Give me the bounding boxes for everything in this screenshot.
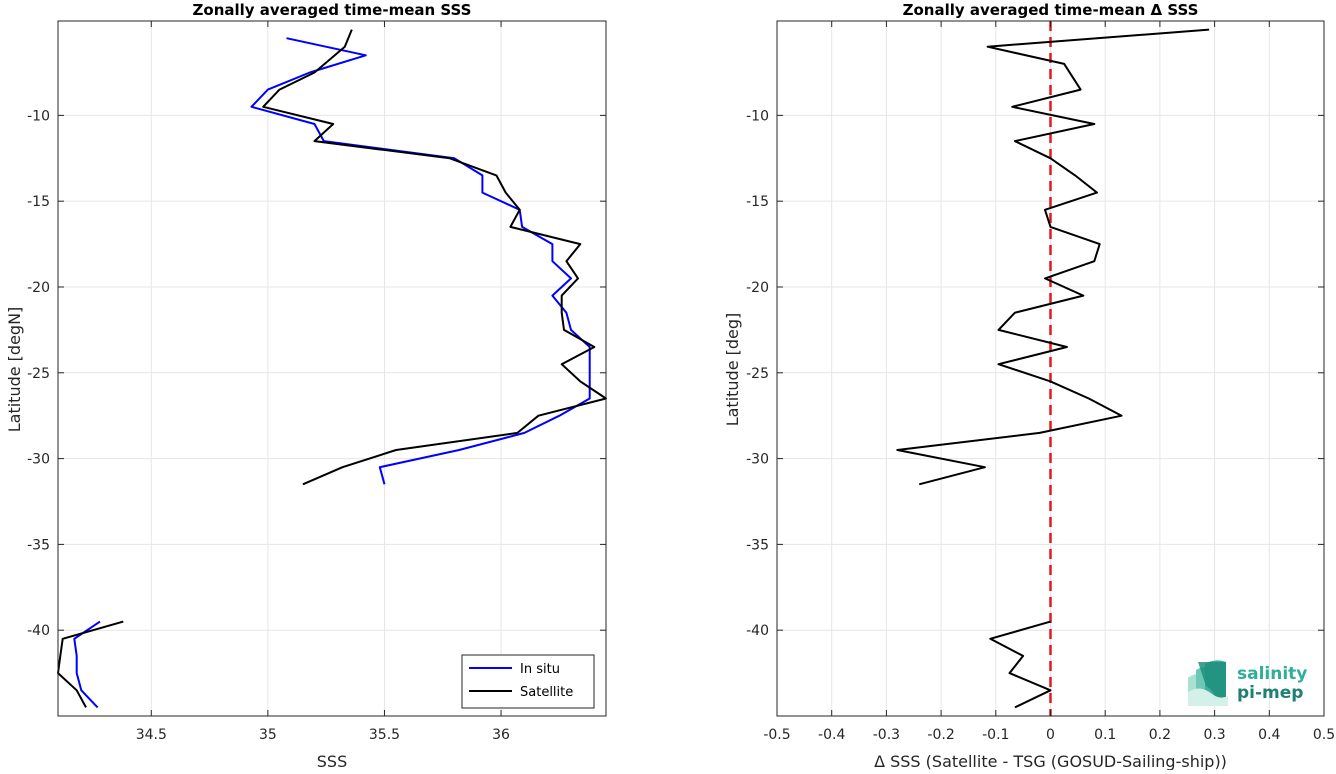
logo-line1: salinity (1237, 664, 1307, 684)
y-tick-label: -15 (27, 194, 50, 210)
series-line-1 (57, 620, 124, 708)
y-tick-label: -15 (746, 194, 769, 210)
wave-logo-icon (1188, 660, 1228, 706)
series-line-0 (73, 620, 101, 709)
y-tick-label: -10 (27, 108, 50, 124)
salinity-pi-mep-logo: salinity pi-mep (1188, 660, 1307, 706)
y-tick-label: -25 (746, 366, 769, 382)
y-tick-label: -35 (27, 537, 50, 553)
left-y-axis-label: Latitude [degN] (5, 307, 24, 433)
left-series (57, 29, 607, 709)
right-y-axis-label: Latitude [deg] (723, 313, 742, 427)
y-tick-label: -25 (27, 366, 50, 382)
right-chart-title: Zonally averaged time-mean Δ SSS (903, 1, 1199, 19)
y-tick-label: -20 (746, 280, 769, 296)
y-tick-label: -40 (746, 623, 769, 639)
x-tick-label: 0.2 (1149, 727, 1171, 743)
left-x-ticks: 34.5 35 35.5 36 (136, 21, 510, 743)
left-y-ticks: -40 -35 -30 -25 -20 -15 -10 (27, 108, 606, 639)
y-tick-label: -20 (27, 280, 50, 296)
legend-box (461, 654, 595, 709)
left-chart-title: Zonally averaged time-mean SSS (193, 1, 472, 19)
x-tick-label: 0.1 (1094, 727, 1116, 743)
y-tick-label: -35 (746, 537, 769, 553)
x-tick-label: 34.5 (136, 727, 167, 743)
y-tick-label: -40 (27, 623, 50, 639)
logo-line2: pi-mep (1237, 683, 1303, 703)
right-y-ticks: -40 -35 -30 -25 -20 -15 -10 (746, 108, 1324, 639)
x-tick-label: 0.3 (1203, 727, 1225, 743)
legend: In situ Satellite (461, 654, 595, 709)
y-tick-label: -30 (746, 452, 769, 468)
x-tick-label: -0.4 (818, 727, 845, 743)
right-x-axis-label: Δ SSS (Satellite - TSG (GOSUD-Sailing-sh… (874, 752, 1227, 770)
series-line-0 (989, 620, 1052, 709)
series-line-1 (262, 29, 607, 486)
x-tick-label: -0.2 (927, 727, 954, 743)
left-plot-frame (57, 20, 607, 717)
legend-satellite-label: Satellite (520, 685, 573, 700)
y-tick-label: -10 (746, 108, 769, 124)
x-tick-label: -0.5 (763, 727, 790, 743)
left-x-axis-label: SSS (317, 752, 347, 770)
x-tick-label: -0.1 (982, 727, 1009, 743)
series-line-0 (250, 37, 591, 485)
series-line-0 (896, 28, 1210, 486)
right-series (896, 21, 1210, 716)
y-tick-label: -30 (27, 452, 50, 468)
x-tick-label: 0.5 (1313, 727, 1335, 743)
right-chart: -0.5 -0.4 -0.3 -0.2 -0.1 0 0.1 0.2 0.3 0.4 0.5 -40… (723, 1, 1335, 771)
x-tick-label: 35.5 (369, 727, 400, 743)
left-plot-area (58, 21, 606, 716)
left-grid (58, 21, 606, 716)
x-tick-label: 0 (1046, 727, 1055, 743)
left-chart: 34.5 35 35.5 36 -40 -35 -30 -25 -20 -15 -10 Zonal… (5, 1, 607, 771)
x-tick-label: 0.4 (1258, 727, 1280, 743)
x-tick-label: 35 (259, 727, 277, 743)
x-tick-label: -0.3 (873, 727, 900, 743)
legend-in-situ-label: In situ (520, 662, 560, 677)
x-tick-label: 36 (492, 727, 510, 743)
right-x-ticks: -0.5 -0.4 -0.3 -0.2 -0.1 0 0.1 0.2 0.3 0.4 0.5 (763, 21, 1335, 743)
